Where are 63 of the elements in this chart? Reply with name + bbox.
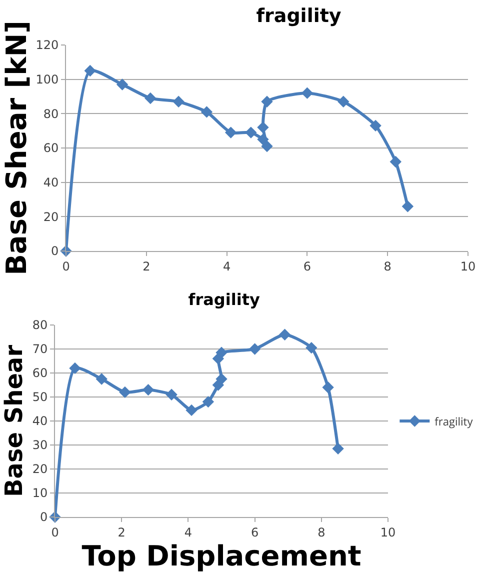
x-axis-title: Top Displacement: [82, 539, 362, 572]
legend-label: fragility: [434, 414, 474, 430]
point: [370, 120, 382, 132]
y-tick-label: 40: [32, 414, 48, 428]
y-axis-title: Base Shear: [0, 344, 28, 498]
point: [116, 78, 128, 90]
point: [142, 384, 154, 396]
x-tick-label: 10: [380, 525, 396, 540]
x-tick-label: 10: [460, 259, 476, 274]
x-tick-label: 2: [118, 525, 126, 540]
x-tick-label: 6: [250, 525, 259, 540]
point: [322, 382, 334, 394]
y-tick-label: 10: [32, 486, 48, 500]
y-tick-label: 80: [32, 318, 48, 332]
x-tick-label: 6: [303, 259, 312, 274]
x-tick-label: 8: [384, 259, 392, 274]
y-tick-label: 80: [43, 106, 59, 121]
point: [261, 96, 273, 108]
y-tick-label: 40: [43, 176, 59, 190]
chart-title: fragility: [256, 4, 342, 27]
x-tick-label: 0: [62, 259, 70, 274]
point: [306, 342, 318, 354]
point: [245, 126, 257, 138]
point: [166, 388, 178, 400]
point: [402, 200, 414, 212]
y-tick-label: 60: [32, 366, 48, 380]
chart-title: fragility: [188, 290, 260, 309]
point: [186, 404, 198, 416]
y-tick-label: 50: [32, 390, 48, 404]
x-tick-label: 4: [222, 259, 231, 274]
point: [248, 343, 261, 355]
point: [172, 96, 184, 108]
point: [200, 106, 213, 118]
point: [216, 346, 228, 358]
point: [338, 96, 350, 108]
x-tick-label: 2: [142, 259, 150, 274]
point: [144, 92, 156, 104]
point: [84, 64, 96, 77]
y-tick-label: 20: [43, 210, 59, 224]
point: [278, 328, 291, 340]
point: [96, 373, 108, 385]
point: [261, 140, 273, 152]
point: [332, 442, 344, 454]
y-tick-label: 70: [32, 342, 48, 356]
y-tick-label: 60: [43, 141, 59, 156]
y-axis-title: Base Shear [kN]: [0, 20, 33, 276]
y-tick-label: 20: [32, 462, 48, 476]
y-tick-label: 30: [32, 438, 48, 452]
point: [69, 362, 81, 374]
point: [390, 156, 402, 168]
point: [257, 134, 269, 146]
point: [119, 386, 131, 398]
point: [202, 396, 214, 408]
y-tick-label: 0: [50, 244, 59, 258]
point: [216, 373, 228, 385]
x-tick-label: 4: [184, 525, 192, 540]
y-tick-label: 0: [40, 510, 48, 524]
x-tick-label: 8: [318, 525, 326, 540]
y-tick-label: 120: [36, 38, 59, 52]
y-tick-label: 100: [36, 72, 59, 87]
point: [257, 122, 269, 134]
point: [301, 87, 314, 99]
point: [224, 126, 237, 138]
